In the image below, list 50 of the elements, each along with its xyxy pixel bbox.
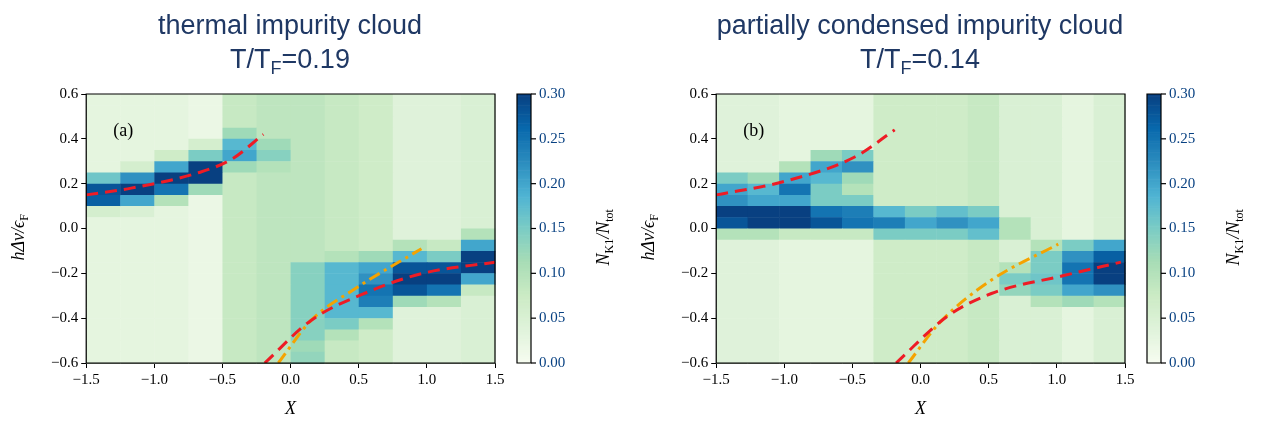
y-tick-label: −0.6 (680, 353, 709, 370)
y-tick-label: 0.2 (59, 174, 79, 191)
color-bar-label: 0.20 (1169, 174, 1196, 191)
color-bar-label: 0.10 (539, 264, 566, 281)
x-tick-label: 0.0 (281, 370, 300, 387)
x-tick-label: −1.5 (702, 370, 730, 387)
annotation: (b) (743, 119, 765, 141)
y-tick-label: 0.0 (689, 219, 709, 236)
color-bar-label: 0.30 (1169, 84, 1196, 101)
x-tick-label: 0.5 (979, 370, 999, 387)
y-tick-label: −0.2 (680, 264, 709, 281)
color-bar-label: 0.05 (539, 309, 566, 326)
color-bar-label: 0.00 (539, 353, 566, 370)
color-bar-label: 0.25 (539, 129, 566, 146)
color-bar-label: 0.15 (539, 219, 566, 236)
color-bar-label: 0.10 (1169, 264, 1196, 281)
annotation: (a) (113, 119, 134, 141)
x-tick-label: 0.5 (349, 370, 369, 387)
y-tick-label: 0.6 (689, 84, 709, 101)
x-tick-label: 1.5 (485, 370, 505, 387)
x-tick-label: 1.5 (1115, 370, 1135, 387)
color-bar-label: 0.05 (1169, 309, 1196, 326)
y-tick-label: 0.4 (689, 129, 709, 146)
chart-subtitle: T/T$_{F}$=0.14 (859, 44, 981, 81)
x-tick-label: −1.5 (72, 370, 100, 387)
y-tick-label: −0.4 (680, 309, 709, 326)
x-axis-title: X (915, 398, 926, 419)
x-axis-title: X (285, 398, 296, 419)
x-tick-label: 1.0 (1047, 370, 1067, 387)
color-bar-label: 0.00 (1169, 353, 1196, 370)
x-tick-label: 0.0 (911, 370, 930, 387)
color-bar-label: 0.30 (539, 84, 566, 101)
x-tick-label: 1.0 (417, 370, 437, 387)
chart-title: thermal impurity cloud (156, 10, 424, 41)
color-bar-label: 0.20 (539, 174, 566, 191)
y-tick-label: 0.6 (59, 84, 79, 101)
y-tick-label: −0.4 (50, 309, 79, 326)
x-tick-label: −1.0 (770, 370, 798, 387)
color-bar-label: 0.15 (1169, 219, 1196, 236)
x-tick-label: −1.0 (140, 370, 168, 387)
chart-subtitle: T/T$_{F}$=0.19 (229, 44, 351, 81)
x-tick-label: −0.5 (208, 370, 237, 387)
chart-title: partially condensed impurity cloud (715, 10, 1125, 41)
y-tick-label: 0.4 (59, 129, 79, 146)
y-tick-label: −0.2 (50, 264, 79, 281)
x-tick-label: −0.5 (838, 370, 867, 387)
y-tick-label: 0.2 (689, 174, 709, 191)
y-tick-label: 0.0 (59, 219, 79, 236)
color-bar-label: 0.25 (1169, 129, 1196, 146)
y-tick-label: −0.6 (50, 353, 79, 370)
